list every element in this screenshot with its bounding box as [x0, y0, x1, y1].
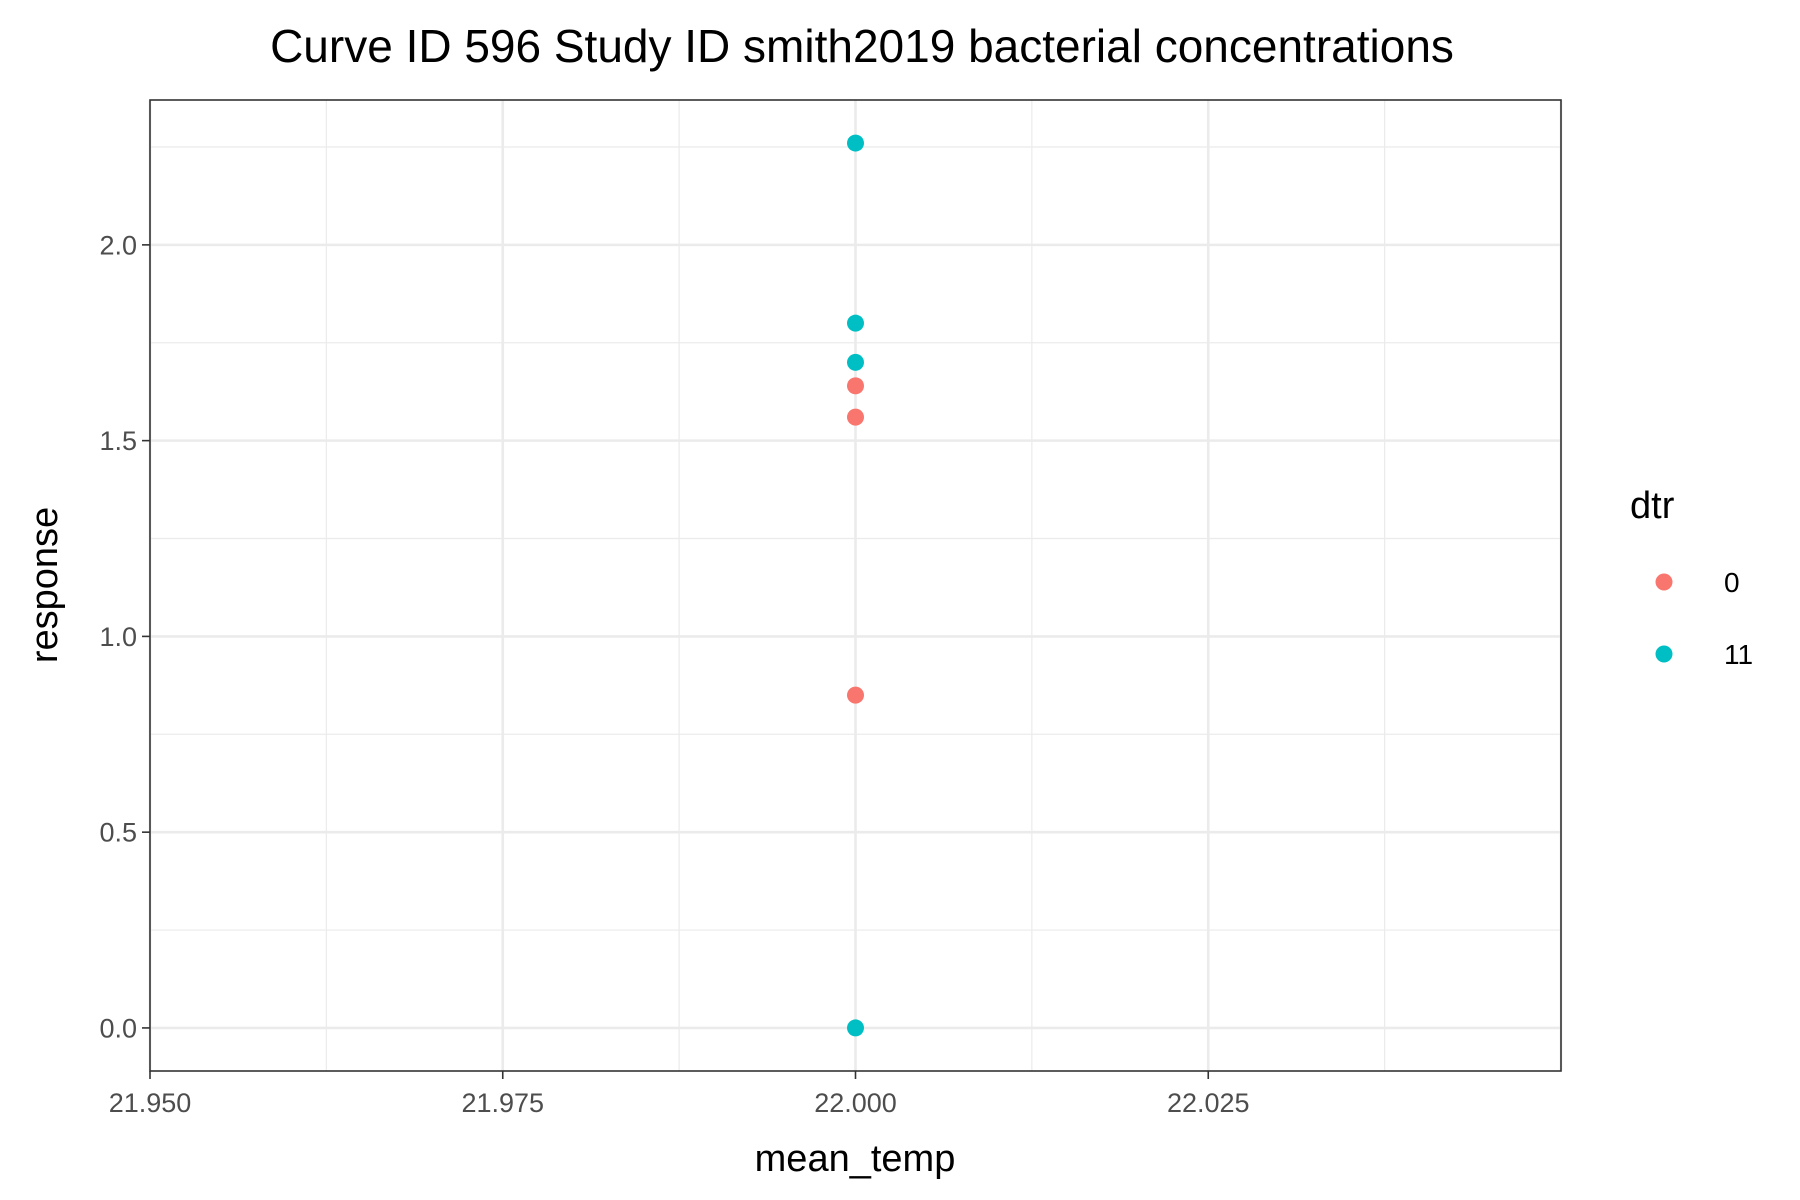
chart-title: Curve ID 596 Study ID smith2019 bacteria… — [270, 20, 1454, 72]
y-tick-label: 1.0 — [99, 622, 137, 652]
data-point-dtr-0 — [847, 408, 864, 426]
legend-key-0 — [1655, 573, 1673, 591]
data-point-dtr-11 — [847, 314, 864, 332]
data-point-dtr-11 — [847, 353, 864, 371]
data-point-dtr-11 — [847, 1019, 864, 1037]
x-tick-label: 22.000 — [814, 1088, 897, 1118]
legend-label-0: 0 — [1724, 567, 1740, 598]
legend-title: dtr — [1630, 485, 1675, 527]
data-point-dtr-0 — [847, 377, 864, 395]
x-tick-label: 22.025 — [1167, 1088, 1250, 1118]
y-tick-label: 0.0 — [99, 1013, 137, 1043]
axes: 21.950 21.975 22.000 22.025 0.0 0.5 1.0 1.5 2.0 — [99, 230, 1249, 1118]
points — [847, 134, 864, 1037]
y-tick-label: 0.5 — [99, 818, 137, 848]
x-tick-label: 21.950 — [109, 1088, 192, 1118]
x-axis-title: mean_temp — [755, 1138, 956, 1180]
y-tick-label: 2.0 — [99, 230, 137, 260]
x-tick-label: 21.975 — [461, 1088, 544, 1118]
legend-key-11 — [1655, 645, 1673, 663]
legend: 0 11 — [1655, 567, 1753, 670]
data-point-dtr-11 — [847, 134, 864, 152]
data-point-dtr-0 — [847, 686, 864, 704]
y-axis-title: response — [24, 507, 66, 663]
legend-label-11: 11 — [1724, 639, 1753, 670]
y-tick-label: 1.5 — [99, 426, 137, 456]
